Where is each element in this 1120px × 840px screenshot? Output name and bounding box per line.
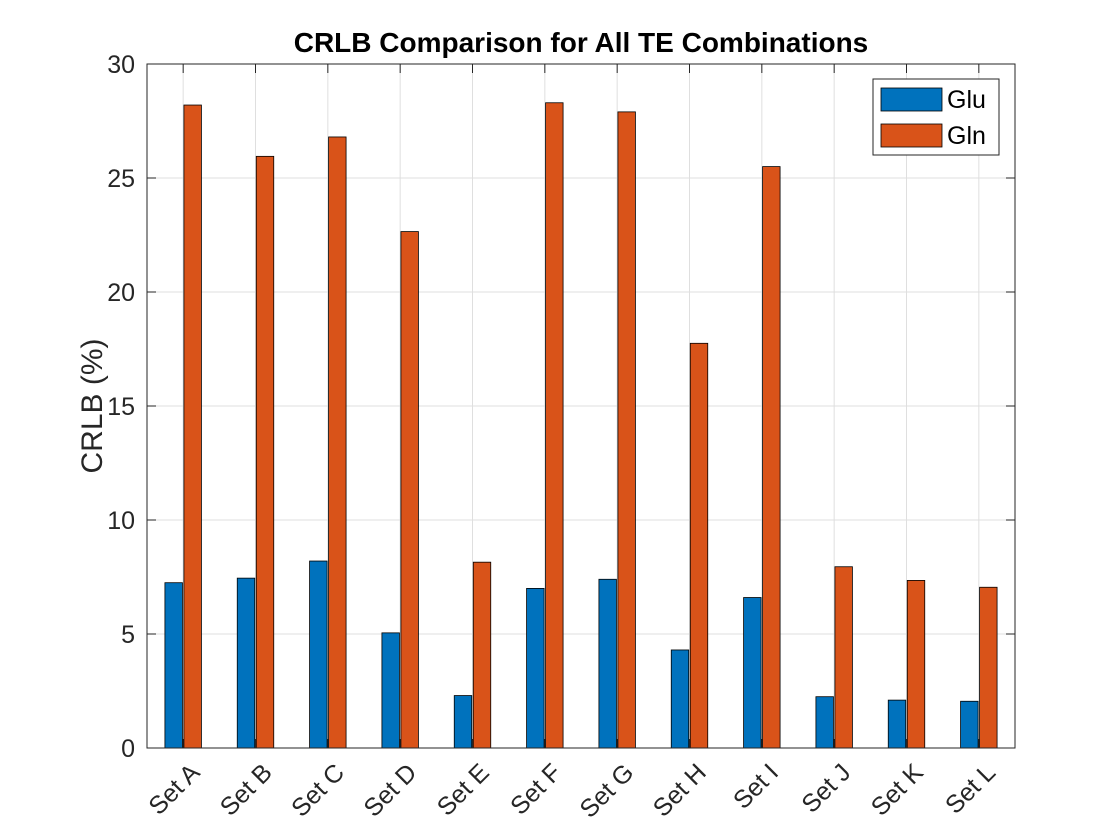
bar-glu-set-b bbox=[236, 577, 256, 749]
legend-label-gln: Gln bbox=[947, 122, 986, 150]
y-tick-label: 10 bbox=[107, 507, 135, 535]
y-tick-label: 0 bbox=[121, 735, 135, 763]
bar-gln-set-i bbox=[762, 166, 781, 749]
y-tick-label: 20 bbox=[107, 279, 135, 307]
bar-gln-set-d bbox=[400, 231, 419, 749]
y-tick-label: 25 bbox=[107, 165, 135, 193]
axis-ticks bbox=[147, 63, 1015, 749]
bar-glu-set-c bbox=[309, 560, 328, 749]
bar-gln-set-b bbox=[255, 155, 275, 749]
bar-glu-set-k bbox=[887, 699, 907, 749]
y-tick-labels: 0 5 10 15 20 25 30 bbox=[107, 51, 135, 763]
bar-gln-set-k bbox=[906, 580, 926, 749]
y-tick-label: 15 bbox=[107, 393, 135, 421]
legend-swatch-glu bbox=[880, 87, 943, 112]
legend-label-glu: Glu bbox=[947, 86, 986, 114]
y-tick-label: 30 bbox=[107, 51, 135, 79]
bar-gln-set-l bbox=[979, 586, 998, 749]
bar-gln-set-f bbox=[545, 102, 564, 749]
bar-glu-set-f bbox=[526, 588, 545, 749]
bar-gln-set-c bbox=[328, 136, 347, 749]
legend-swatch-gln bbox=[880, 123, 943, 148]
bar-glu-set-e bbox=[453, 695, 473, 749]
y-tick-label: 5 bbox=[121, 621, 135, 649]
bar-gln-set-j bbox=[834, 566, 853, 749]
bar-glu-set-l bbox=[960, 700, 979, 749]
bar-glu-set-h bbox=[670, 649, 690, 749]
bar-gln-set-a bbox=[183, 104, 202, 749]
bar-gln-set-e bbox=[472, 561, 492, 749]
chart-title: CRLB Comparison for All TE Combinations bbox=[294, 27, 869, 58]
bar-gln-set-g bbox=[617, 111, 636, 749]
bar-glu-set-i bbox=[743, 597, 762, 749]
bar-glu-set-j bbox=[815, 696, 834, 749]
bars bbox=[164, 102, 998, 749]
bar-glu-set-g bbox=[598, 578, 617, 749]
legend: Glu Gln bbox=[872, 78, 1000, 156]
bar-gln-set-h bbox=[689, 342, 709, 749]
y-axis-label: CRLB (%) bbox=[76, 338, 109, 473]
bar-glu-set-d bbox=[381, 632, 400, 749]
bar-glu-set-a bbox=[164, 582, 183, 749]
